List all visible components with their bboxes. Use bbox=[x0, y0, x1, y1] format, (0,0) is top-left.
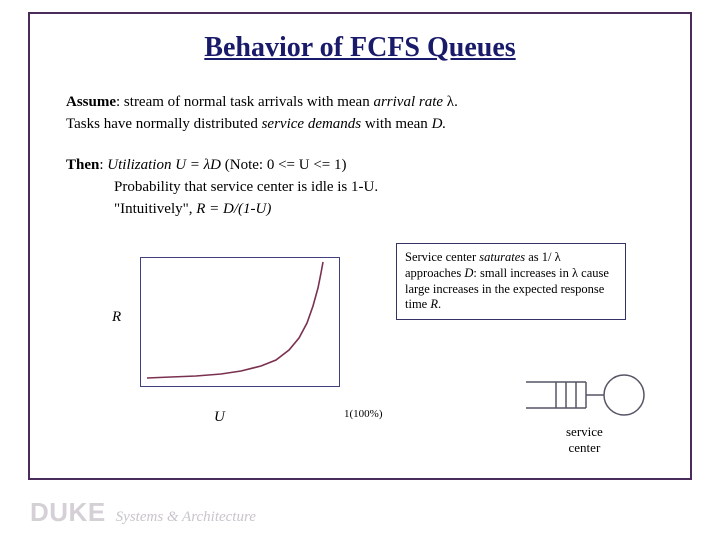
service-center-label: service center bbox=[566, 424, 603, 455]
note-saturates: saturates bbox=[479, 250, 525, 264]
assume-label: Assume bbox=[66, 94, 116, 110]
footer-duke-logo: DUKE bbox=[30, 497, 106, 528]
assume-line-1: Assume: stream of normal task arrivals w… bbox=[66, 92, 654, 112]
assume-text-1: : stream of normal task arrivals with me… bbox=[116, 94, 373, 110]
slide-title: Behavior of FCFS Queues bbox=[30, 32, 690, 64]
arrival-rate: arrival rate bbox=[373, 94, 443, 110]
then-block: Then: Utilization U = λD (Note: 0 <= U <… bbox=[66, 155, 654, 220]
footer-systems-text: Systems & Architecture bbox=[116, 509, 256, 526]
sc-label-1: service bbox=[566, 424, 603, 439]
response-curve bbox=[147, 262, 323, 378]
server-circle bbox=[604, 375, 644, 415]
then-line-2: Probability that service center is idle … bbox=[66, 177, 654, 197]
then-line-3: "Intuitively", R = D/(1-U) bbox=[66, 199, 654, 219]
service-demands: service demands bbox=[262, 116, 362, 132]
assume-line-2: Tasks have normally distributed service … bbox=[66, 114, 654, 134]
sc-label-2: center bbox=[569, 440, 601, 455]
intuitively-text: "Intuitively", bbox=[114, 201, 196, 217]
service-center-icon bbox=[526, 367, 696, 437]
content-block: Assume: stream of normal task arrivals w… bbox=[30, 64, 690, 447]
assume-text-2b: with mean bbox=[361, 116, 431, 132]
tick-100: 1(100%) bbox=[344, 407, 383, 422]
note-pre: Service center bbox=[405, 250, 479, 264]
then-label: Then bbox=[66, 157, 99, 173]
axis-label-u: U bbox=[214, 407, 225, 427]
axis-label-r: R bbox=[112, 307, 121, 327]
then-line-1: Then: Utilization U = λD (Note: 0 <= U <… bbox=[66, 155, 654, 175]
note-r: R bbox=[430, 297, 438, 311]
footer: DUKE Systems & Architecture bbox=[30, 497, 256, 528]
mean-d: D. bbox=[432, 116, 447, 132]
saturation-note: Service center saturates as 1/ λ approac… bbox=[396, 243, 626, 320]
queue-svg bbox=[526, 367, 696, 422]
chart-svg bbox=[141, 258, 341, 388]
lower-region: R U 1(100%) Service center saturates as … bbox=[66, 247, 654, 447]
assume-text-2a: Tasks have normally distributed bbox=[66, 116, 262, 132]
r-formula: R = D/(1-U) bbox=[196, 201, 271, 217]
slide-frame: Behavior of FCFS Queues Assume: stream o… bbox=[28, 12, 692, 480]
then-note: (Note: 0 <= U <= 1) bbox=[221, 157, 347, 173]
lambda-text: λ. bbox=[443, 94, 458, 110]
note-end: . bbox=[438, 297, 441, 311]
utilization-formula: Utilization U = λD bbox=[107, 157, 221, 173]
response-curve-chart bbox=[140, 257, 340, 387]
